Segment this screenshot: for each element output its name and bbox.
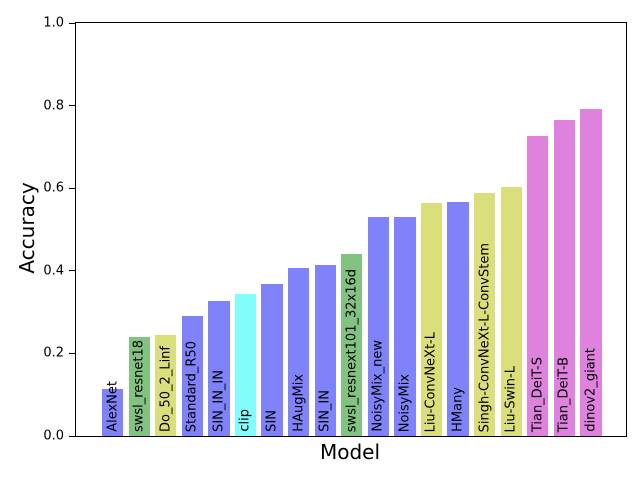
y-tick-mark [69, 352, 75, 354]
y-tick-label: 0.8 [43, 98, 64, 114]
x-axis-label: Model [319, 440, 381, 464]
y-tick-label: 0.0 [43, 428, 64, 444]
plot-area: 0.0 0.2 0.4 0.6 0.8 1.0 AlexNet swsl_resnet18 Do… [43, 16, 627, 444]
y-tick-label: 0.4 [43, 263, 64, 279]
bar-label: HAugMix [291, 374, 307, 432]
bar-label: SIN [264, 410, 280, 432]
bar-Tian_DeiT-S: Tian_DeiT-S [527, 135, 549, 436]
bar-label: dinov2_giant [583, 348, 599, 432]
bar-Standard_R50: Standard_R50 [181, 315, 203, 436]
y-tick-label: 0.2 [43, 345, 64, 361]
y-tick-mark [69, 270, 75, 272]
bar-label: swsl_resnext101_32x16d [344, 268, 360, 432]
bar-label: Standard_R50 [184, 340, 200, 432]
bar-Singh-ConvNeXt-L-ConvStem: Singh-ConvNeXt-L-ConvStem [473, 192, 496, 436]
bar-SIN: SIN [261, 283, 283, 436]
bar-NoisyMix_new: NoisyMix_new [367, 217, 389, 436]
bar-label: Liu-ConvNeXt-L [423, 331, 439, 432]
y-tick-mark [69, 105, 75, 107]
y-tick-mark [69, 187, 75, 189]
bar-label: AlexNet [105, 381, 121, 432]
bar-label: NoisyMix [397, 373, 413, 432]
bar-dinov2_giant: dinov2_giant [580, 108, 602, 436]
bar-label: HMany [450, 387, 466, 432]
bar-label: Do_50_2_Linf [158, 346, 174, 432]
y-axis-label: Accuracy [15, 182, 39, 274]
bar-label: clip [237, 409, 253, 432]
y-tick-label: 1.0 [43, 15, 64, 31]
bar-label: NoisyMix_new [370, 340, 386, 432]
bar-Do_50_2_Linf: Do_50_2_Linf [155, 334, 177, 436]
y-tick-mark [69, 22, 75, 24]
bar-Liu-ConvNeXt-L: Liu-ConvNeXt-L [420, 202, 443, 436]
bar-HAugMix: HAugMix [287, 268, 310, 436]
bar-NoisyMix: NoisyMix [394, 216, 416, 436]
bar-SIN_IN: SIN_IN [314, 265, 336, 436]
y-tick-label: 0.6 [43, 180, 64, 196]
bar-label: Tian_DeiT-B [556, 356, 572, 432]
bar-label: Singh-ConvNeXt-L-ConvStem [477, 242, 493, 432]
bar-Tian_DeiT-B: Tian_DeiT-B [553, 120, 575, 436]
bar-label: SIN_IN [317, 390, 333, 432]
bar-clip: clip [234, 293, 257, 436]
bar-AlexNet: AlexNet [101, 381, 124, 436]
bar-label: Tian_DeiT-S [530, 356, 546, 432]
y-tick-mark [69, 435, 75, 437]
bar-label: swsl_resnet18 [131, 340, 147, 432]
bar-swsl_resnext101_32x16d: swsl_resnext101_32x16d [341, 254, 363, 436]
bar-HMany: HMany [447, 201, 469, 436]
bar-Liu-Swin-L: Liu-Swin-L [500, 186, 522, 436]
bar-SIN_IN_IN: SIN_IN_IN [208, 301, 230, 436]
bar-swsl_resnet18: swsl_resnet18 [128, 336, 150, 436]
bar-label: SIN_IN_IN [211, 370, 227, 432]
bar-label: Liu-Swin-L [503, 365, 519, 432]
